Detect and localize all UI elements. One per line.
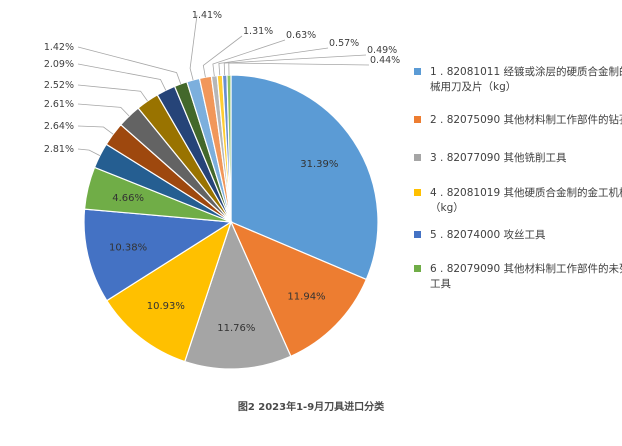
leader-line-10	[77, 84, 148, 102]
legend-label-1: 1 . 82081011 经镀或涂层的硬质合金制的金工机械用刀及片（kg）	[430, 65, 622, 93]
leader-line-11	[77, 63, 167, 91]
data-label-1: 31.39%	[300, 159, 338, 170]
leader-line-17	[223, 54, 367, 76]
legend-swatch-1	[414, 68, 421, 75]
chart-caption: 图2 2023年1-9月刀具进口分类	[238, 400, 384, 413]
data-label-5: 10.38%	[109, 243, 147, 254]
data-label-18: 0.44%	[370, 55, 400, 66]
leader-line-8	[77, 125, 114, 135]
pie-slice-5	[83, 208, 233, 302]
data-label-14: 1.31%	[243, 26, 273, 37]
leader-line-7	[77, 148, 101, 156]
data-label-4: 10.93%	[147, 301, 185, 312]
data-label-9: 2.61%	[44, 99, 74, 110]
data-label-2: 11.94%	[287, 292, 325, 303]
leader-line-9	[77, 103, 130, 117]
legend-label-6: 6 . 82079090 其他材料制工作部件的未列名可互换工具	[430, 262, 622, 290]
pie-slice-18	[226, 74, 232, 223]
data-label-15: 0.63%	[286, 30, 316, 41]
leader-line-15	[212, 39, 286, 77]
legend-label-4: 4 . 82081019 其他硬质合金制的金工机械用刀及片（kg）	[430, 186, 622, 214]
legend-swatch-2	[414, 116, 421, 123]
data-label-10: 2.52%	[44, 80, 74, 91]
data-labels: 31.39% 11.94% 11.76% 10.93% 10.38% 4.66% 2.81%…	[44, 10, 400, 334]
leader-lines	[77, 14, 370, 156]
data-label-8: 2.64%	[44, 121, 74, 132]
legend-swatch-6	[414, 265, 421, 272]
data-label-3: 11.76%	[217, 323, 255, 334]
legend-swatch-4	[414, 189, 421, 196]
data-label-6: 4.66%	[112, 193, 144, 204]
data-label-7: 2.81%	[44, 144, 74, 155]
legend-swatch-3	[414, 154, 421, 161]
leader-line-13	[189, 14, 198, 81]
leader-line-16	[218, 47, 329, 76]
pie-slice-3	[184, 220, 292, 370]
data-label-16: 0.57%	[329, 38, 359, 49]
pie-slice-2	[229, 220, 368, 358]
legend-label-2: 2 . 82075090 其他材料制工作部件的钻孔工具	[430, 113, 622, 126]
legend-label-3: 3 . 82077090 其他铣削工具	[430, 151, 567, 164]
leader-line-14	[202, 35, 243, 78]
data-label-11: 2.09%	[44, 59, 74, 70]
legend: 1 . 82081011 经镀或涂层的硬质合金制的金工机械用刀及片（kg） 2 .…	[414, 65, 622, 290]
data-label-12: 1.42%	[44, 42, 74, 53]
data-label-17: 0.49%	[367, 45, 397, 56]
pie-slice-1	[230, 74, 379, 281]
legend-swatch-5	[414, 231, 421, 238]
data-label-13: 1.41%	[192, 10, 222, 21]
pie-slice-4	[105, 220, 233, 363]
legend-label-5: 5 . 82074000 攻丝工具	[430, 228, 546, 241]
leader-line-12	[77, 46, 182, 85]
leader-line-18	[228, 62, 370, 76]
